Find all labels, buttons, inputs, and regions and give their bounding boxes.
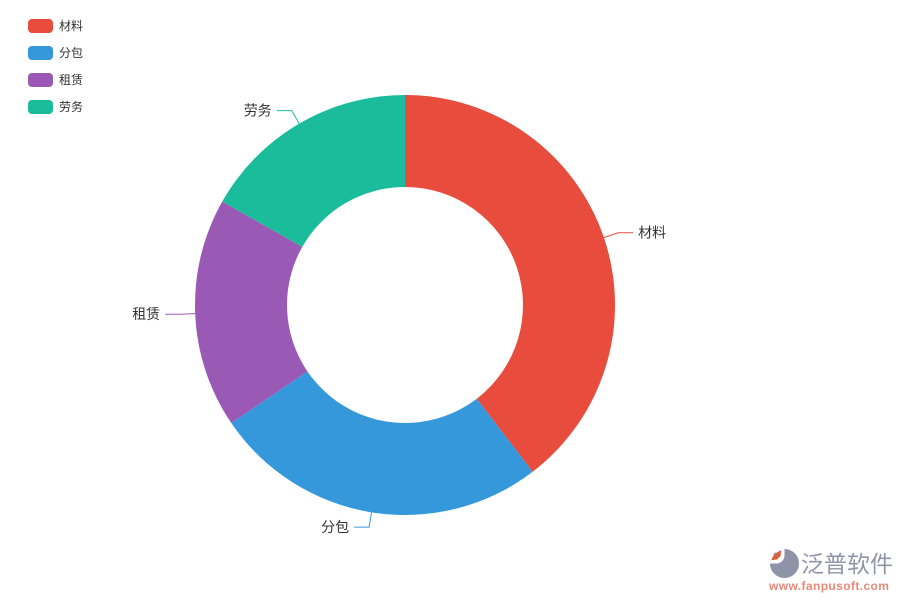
fanpu-watermark: 泛普软件 www.fanpusoft.com (769, 548, 893, 593)
slice-label-3: 劳务 (244, 103, 272, 119)
legend-marker-icon (28, 73, 53, 87)
legend-item-label: 材料 (59, 19, 84, 33)
label-line-1 (354, 512, 372, 528)
label-line-0 (603, 232, 634, 239)
logo-accent-shape (771, 550, 782, 561)
chart-legend: 材料 分包 租赁 劳务 (28, 19, 83, 114)
legend-marker-icon (28, 100, 53, 114)
slice-label-1: 分包 (321, 519, 349, 535)
watermark-row: 泛普软件 (769, 548, 893, 579)
legend-item-0[interactable]: 材料 (28, 19, 83, 33)
slice-label-0: 材料 (638, 225, 666, 241)
legend-item-2[interactable]: 租赁 (28, 73, 83, 87)
fanpu-logo-icon (769, 548, 800, 579)
label-line-3 (276, 110, 300, 124)
pie-slice-0[interactable] (405, 95, 616, 472)
legend-marker-icon (28, 19, 53, 33)
legend-item-label: 分包 (59, 46, 84, 60)
pie-slice-2[interactable] (194, 201, 308, 424)
logo-corner-shape (773, 552, 777, 556)
pie-slice-1[interactable] (231, 371, 533, 516)
logo-body-shape (769, 548, 800, 579)
label-line-2 (165, 313, 196, 315)
legend-item-label: 劳务 (59, 100, 84, 114)
watermark-url: www.fanpusoft.com (769, 579, 890, 593)
watermark-title: 泛普软件 (801, 550, 893, 577)
legend-marker-icon (28, 46, 53, 60)
pie-slice-3[interactable] (222, 94, 405, 247)
legend-item-1[interactable]: 分包 (28, 46, 83, 60)
legend-item-3[interactable]: 劳务 (28, 100, 83, 114)
slice-label-2: 租赁 (132, 306, 160, 322)
legend-item-label: 租赁 (59, 73, 84, 87)
